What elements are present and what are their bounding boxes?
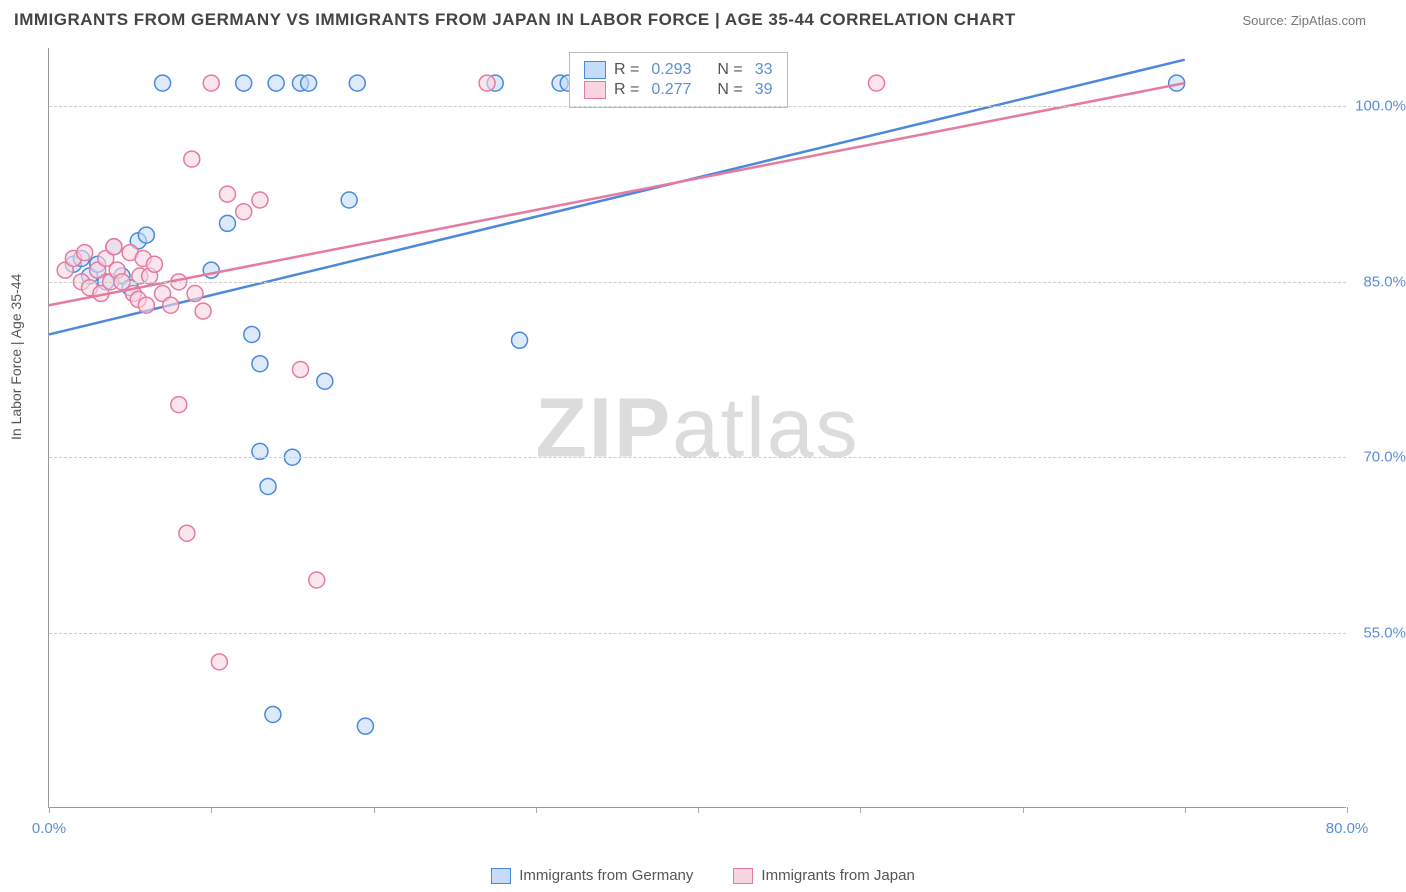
data-point [244, 326, 260, 342]
r-label: R = [614, 81, 639, 99]
source-label: Source: ZipAtlas.com [1242, 13, 1366, 28]
legend-swatch [491, 868, 511, 884]
scatter-plot-svg [49, 48, 1346, 807]
data-point [138, 297, 154, 313]
data-point [268, 75, 284, 91]
gridline [49, 633, 1346, 634]
data-point [219, 215, 235, 231]
data-point [317, 373, 333, 389]
legend-swatch [584, 61, 606, 79]
data-point [146, 256, 162, 272]
data-point [292, 362, 308, 378]
legend-swatch [584, 81, 606, 99]
n-label: N = [717, 61, 742, 79]
data-point [479, 75, 495, 91]
r-value: 0.293 [651, 61, 691, 79]
y-tick-label: 70.0% [1363, 449, 1406, 466]
y-tick-label: 55.0% [1363, 624, 1406, 641]
x-tick [1185, 807, 1186, 813]
x-tick [1347, 807, 1348, 813]
y-tick-label: 85.0% [1363, 273, 1406, 290]
data-point [211, 654, 227, 670]
gridline [49, 282, 1346, 283]
data-point [236, 204, 252, 220]
series-name: Immigrants from Japan [761, 867, 914, 884]
data-point [187, 286, 203, 302]
series-legend: Immigrants from Germany Immigrants from J… [0, 867, 1406, 884]
n-value: 39 [755, 81, 773, 99]
data-point [349, 75, 365, 91]
data-point [184, 151, 200, 167]
r-label: R = [614, 61, 639, 79]
data-point [163, 297, 179, 313]
data-point [179, 525, 195, 541]
data-point [357, 718, 373, 734]
data-point [301, 75, 317, 91]
x-tick [374, 807, 375, 813]
data-point [309, 572, 325, 588]
data-point [868, 75, 884, 91]
correlation-legend: R = 0.293 N = 33 R = 0.277 N = 39 [569, 52, 788, 108]
data-point [155, 75, 171, 91]
data-point [203, 75, 219, 91]
data-point [138, 227, 154, 243]
series-name: Immigrants from Germany [519, 867, 693, 884]
n-value: 33 [755, 61, 773, 79]
data-point [106, 239, 122, 255]
data-point [252, 356, 268, 372]
data-point [219, 186, 235, 202]
x-tick [1023, 807, 1024, 813]
x-tick [49, 807, 50, 813]
data-point [171, 397, 187, 413]
series-legend-item: Immigrants from Japan [733, 867, 914, 884]
data-point [512, 332, 528, 348]
data-point [252, 192, 268, 208]
x-tick [211, 807, 212, 813]
legend-row: R = 0.277 N = 39 [584, 81, 773, 99]
data-point [77, 245, 93, 261]
data-point [236, 75, 252, 91]
data-point [341, 192, 357, 208]
legend-row: R = 0.293 N = 33 [584, 61, 773, 79]
data-point [195, 303, 211, 319]
r-value: 0.277 [651, 81, 691, 99]
n-label: N = [717, 81, 742, 99]
legend-swatch [733, 868, 753, 884]
gridline [49, 457, 1346, 458]
series-legend-item: Immigrants from Germany [491, 867, 693, 884]
x-tick [698, 807, 699, 813]
data-point [265, 706, 281, 722]
y-axis-label: In Labor Force | Age 35-44 [8, 274, 24, 440]
chart-title: IMMIGRANTS FROM GERMANY VS IMMIGRANTS FR… [14, 10, 1016, 30]
x-tick-label: 80.0% [1326, 820, 1369, 837]
y-tick-label: 100.0% [1355, 98, 1406, 115]
x-tick [860, 807, 861, 813]
data-point [260, 478, 276, 494]
gridline [49, 106, 1346, 107]
chart-plot-area: ZIPatlas R =0.293N =33R =0.277N =39 55.0… [48, 48, 1346, 808]
x-tick-label: 0.0% [32, 820, 66, 837]
x-tick [536, 807, 537, 813]
